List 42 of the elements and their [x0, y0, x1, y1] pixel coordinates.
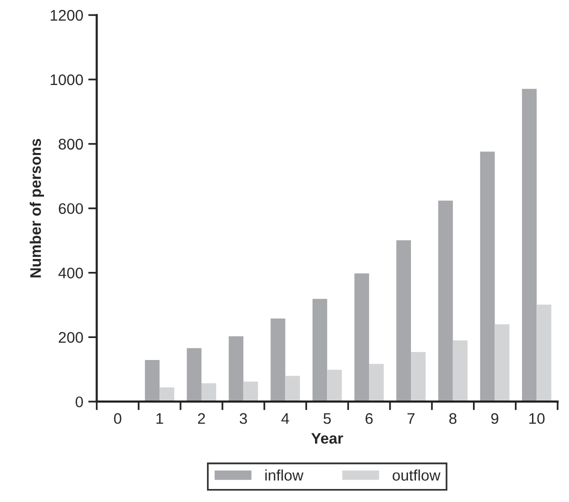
- bar: [438, 200, 453, 402]
- bar: [312, 298, 328, 402]
- bar: [369, 364, 384, 402]
- y-tick-label: 800: [58, 138, 83, 150]
- y-tick-label: 1200: [50, 10, 83, 21]
- bar: [410, 352, 426, 402]
- bar: [144, 360, 160, 402]
- y-tick-label: 200: [58, 332, 83, 343]
- x-tick-label: 1: [156, 413, 164, 424]
- x-tick-label: 8: [449, 413, 456, 424]
- x-tick-label: 3: [240, 413, 247, 424]
- bar: [243, 382, 258, 402]
- bar: [327, 370, 342, 402]
- x-tick-label: 10: [529, 413, 545, 424]
- bar: [494, 324, 510, 402]
- x-tick-label: 4: [281, 413, 290, 424]
- legend-label: inflow: [265, 469, 304, 481]
- bar: [186, 348, 202, 402]
- bar: [452, 340, 468, 402]
- bar: [522, 88, 537, 402]
- x-tick-label: 5: [324, 413, 331, 424]
- bar: [270, 318, 286, 402]
- y-tick-label: 1000: [50, 74, 83, 86]
- legend-label: outflow: [392, 469, 440, 481]
- bar: [396, 240, 411, 402]
- y-tick-label: 600: [58, 203, 83, 214]
- x-tick-label: 2: [198, 413, 205, 424]
- bar: [201, 383, 216, 402]
- x-tick-label: 9: [491, 413, 498, 424]
- y-axis-title: Number of persons: [30, 138, 44, 278]
- bar: [536, 304, 552, 402]
- bar: [228, 336, 244, 402]
- x-tick-label: 6: [366, 413, 373, 424]
- bar: [160, 387, 174, 402]
- x-tick-label: 7: [408, 413, 414, 424]
- x-tick-label: 0: [114, 413, 122, 424]
- y-tick-label: 400: [58, 268, 83, 278]
- x-axis-title: Year: [311, 433, 344, 444]
- bar: [354, 273, 370, 402]
- y-tick-label: 0: [76, 396, 83, 408]
- bar: [480, 152, 495, 402]
- bar: [285, 376, 300, 402]
